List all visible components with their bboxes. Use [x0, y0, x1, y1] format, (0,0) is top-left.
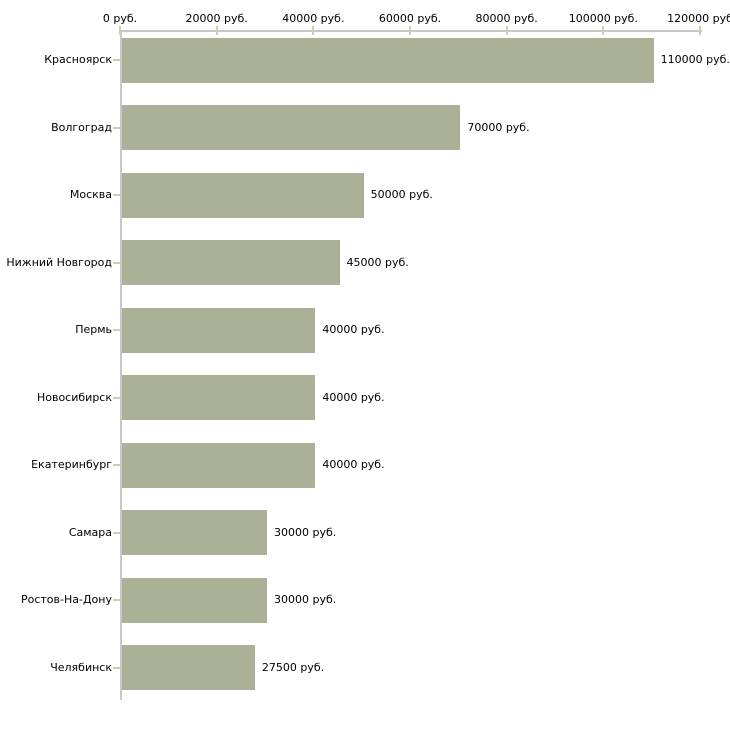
- bar: [122, 577, 267, 623]
- x-axis-tick: [312, 26, 315, 35]
- x-axis-tick-label: 40000 руб.: [282, 12, 345, 25]
- x-axis-tick: [409, 26, 411, 35]
- value-label: 40000 руб.: [322, 390, 385, 404]
- y-axis-tick: [113, 464, 120, 466]
- bar: [122, 375, 316, 420]
- category-label: Нижний Новгород: [6, 255, 112, 269]
- bar: [122, 172, 364, 218]
- x-axis-tick-label: 80000 руб.: [475, 12, 538, 25]
- value-label: 110000 руб.: [660, 53, 730, 66]
- category-label: Пермь: [75, 323, 112, 336]
- category-label: Екатеринбург: [31, 458, 112, 471]
- y-axis-tick: [113, 531, 120, 534]
- value-label: 40000 руб.: [322, 458, 385, 471]
- x-axis-tick: [699, 26, 701, 35]
- x-axis-tick: [119, 26, 121, 35]
- value-label: 45000 руб.: [346, 255, 409, 269]
- x-axis-tick: [602, 26, 605, 35]
- x-axis-line: [120, 30, 702, 32]
- x-axis-tick-label: 60000 руб.: [378, 12, 442, 25]
- bar: [122, 510, 267, 555]
- y-axis-tick: [113, 261, 120, 264]
- x-axis-tick-label: 120000 руб: [667, 12, 730, 25]
- bar: [122, 240, 340, 285]
- category-label: Самара: [68, 525, 112, 539]
- y-axis-tick: [113, 599, 120, 601]
- category-label: Волгоград: [51, 120, 112, 134]
- value-label: 30000 руб.: [274, 593, 337, 606]
- x-axis-tick: [505, 26, 508, 35]
- value-label: 30000 руб.: [274, 525, 337, 539]
- value-label: 50000 руб.: [370, 188, 433, 201]
- value-label: 70000 руб.: [467, 120, 530, 134]
- category-label: Москва: [69, 188, 112, 201]
- value-label: 27500 руб.: [261, 660, 325, 674]
- y-axis-tick: [113, 126, 120, 129]
- y-axis-tick: [113, 59, 120, 61]
- x-axis-tick: [215, 26, 218, 35]
- y-axis-line: [120, 30, 122, 700]
- category-label: Красноярск: [44, 53, 112, 66]
- x-axis-tick-label: 100000 руб.: [568, 12, 638, 25]
- category-label: Новосибирск: [36, 390, 112, 404]
- bar: [122, 105, 461, 150]
- bar: [122, 37, 654, 83]
- y-axis-tick: [113, 194, 120, 196]
- y-axis-tick: [113, 396, 120, 399]
- bar: [122, 645, 255, 690]
- bar: [122, 442, 316, 488]
- value-label: 40000 руб.: [322, 323, 385, 336]
- y-axis-tick: [113, 329, 120, 331]
- category-label: Ростов-На-Дону: [20, 593, 112, 606]
- x-axis-tick-label: 20000 руб.: [185, 12, 248, 25]
- x-axis-tick-label: 0 руб.: [102, 12, 138, 25]
- bar: [122, 307, 316, 353]
- y-axis-tick: [113, 666, 120, 669]
- category-label: Челябинск: [50, 660, 112, 674]
